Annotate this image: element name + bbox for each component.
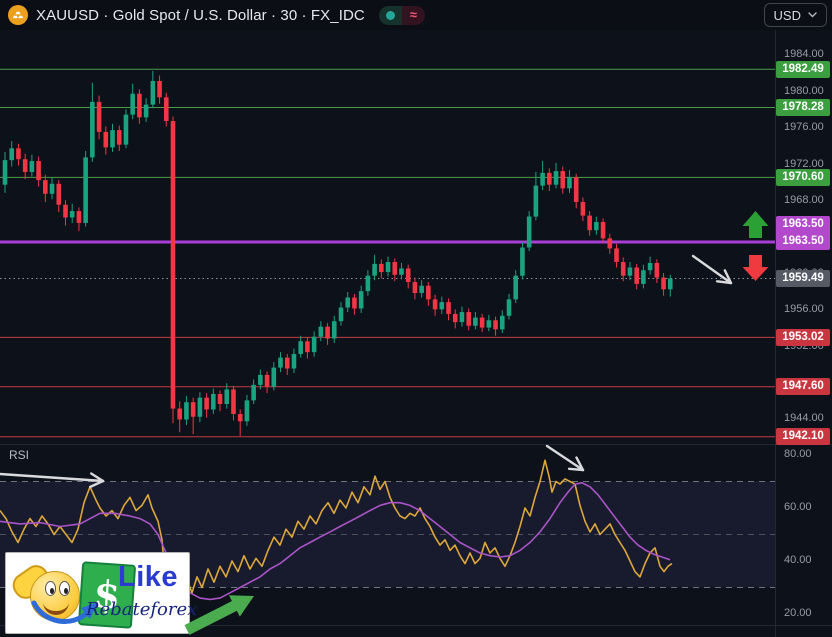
axis-tick-label: 60.00 (784, 501, 812, 513)
market-open-dot-icon (385, 10, 395, 20)
chevron-down-icon (808, 12, 817, 18)
price-level-badge[interactable]: 1942.10 (776, 428, 830, 446)
price-level-badge[interactable]: 1982.49 (776, 60, 830, 78)
logo-brand-text: Rebateforex (86, 599, 198, 620)
rsi-guide-lines (0, 481, 775, 588)
hand-drawn-arrow (691, 254, 733, 285)
axis-tick-label: 1984.00 (784, 48, 824, 61)
rsi-ma-line (0, 482, 671, 601)
down-block-arrow (742, 255, 769, 281)
data-status-pills: ≈ (378, 5, 425, 25)
curved-arrow-icon (31, 600, 98, 624)
hand-drawn-arrow (545, 444, 585, 472)
axis-tick-label: 20.00 (784, 607, 812, 619)
chart-topbar: XAUUSD · Gold Spot / U.S. Dollar · 30 · … (0, 0, 832, 30)
price-level-badge[interactable]: 1947.60 (776, 378, 830, 396)
axis-tick-label: 1976.00 (784, 121, 824, 134)
price-axis[interactable]: 1984.001980.001976.001972.001968.001960.… (775, 30, 832, 637)
gold-symbol-icon (8, 5, 28, 25)
currency-value: USD (773, 7, 801, 23)
axis-tick-label: 40.00 (784, 554, 812, 566)
price-level-badge[interactable]: 1970.60 (776, 168, 830, 186)
rebateforex-logo: $ Like Rebateforex (5, 552, 198, 634)
axis-tick-label: 1972.00 (784, 157, 824, 170)
smiley-eye-icon (59, 581, 70, 596)
rsi-indicator-label: RSI (9, 448, 30, 462)
price-level-badge[interactable]: 1953.02 (776, 328, 830, 346)
currency-dropdown[interactable]: USD (763, 3, 827, 27)
symbol-title: XAUUSD · Gold Spot / U.S. Dollar · 30 · … (36, 6, 365, 24)
price-level-badge[interactable]: 1963.50 1963.50 (776, 216, 830, 251)
up-block-arrow (742, 211, 769, 238)
delayed-data-icon[interactable]: ≈ (401, 5, 425, 25)
axis-tick-label: 1944.00 (784, 412, 824, 425)
hand-drawn-arrow (0, 472, 105, 489)
squiggle-icon: ≈ (409, 6, 417, 22)
smiley-smile-icon (43, 596, 69, 615)
market-open-icon[interactable] (378, 5, 402, 25)
axis-tick-label: 1968.00 (784, 194, 824, 207)
last-price-badge: 1959.49 (776, 270, 830, 288)
logo-like-text: Like (117, 561, 179, 593)
candles-series (2, 70, 673, 436)
rsi-line (0, 459, 673, 610)
price-level-badge[interactable]: 1978.28 (776, 99, 830, 117)
axis-tick-label: 1980.00 (784, 84, 824, 97)
axis-tick-label: 80.00 (784, 448, 812, 460)
price-level-lines[interactable] (0, 68, 775, 438)
symbol-title-button[interactable]: XAUUSD · Gold Spot / U.S. Dollar · 30 · … (8, 5, 365, 25)
axis-tick-label: 1956.00 (784, 303, 824, 316)
smiley-eye-icon (45, 581, 56, 596)
